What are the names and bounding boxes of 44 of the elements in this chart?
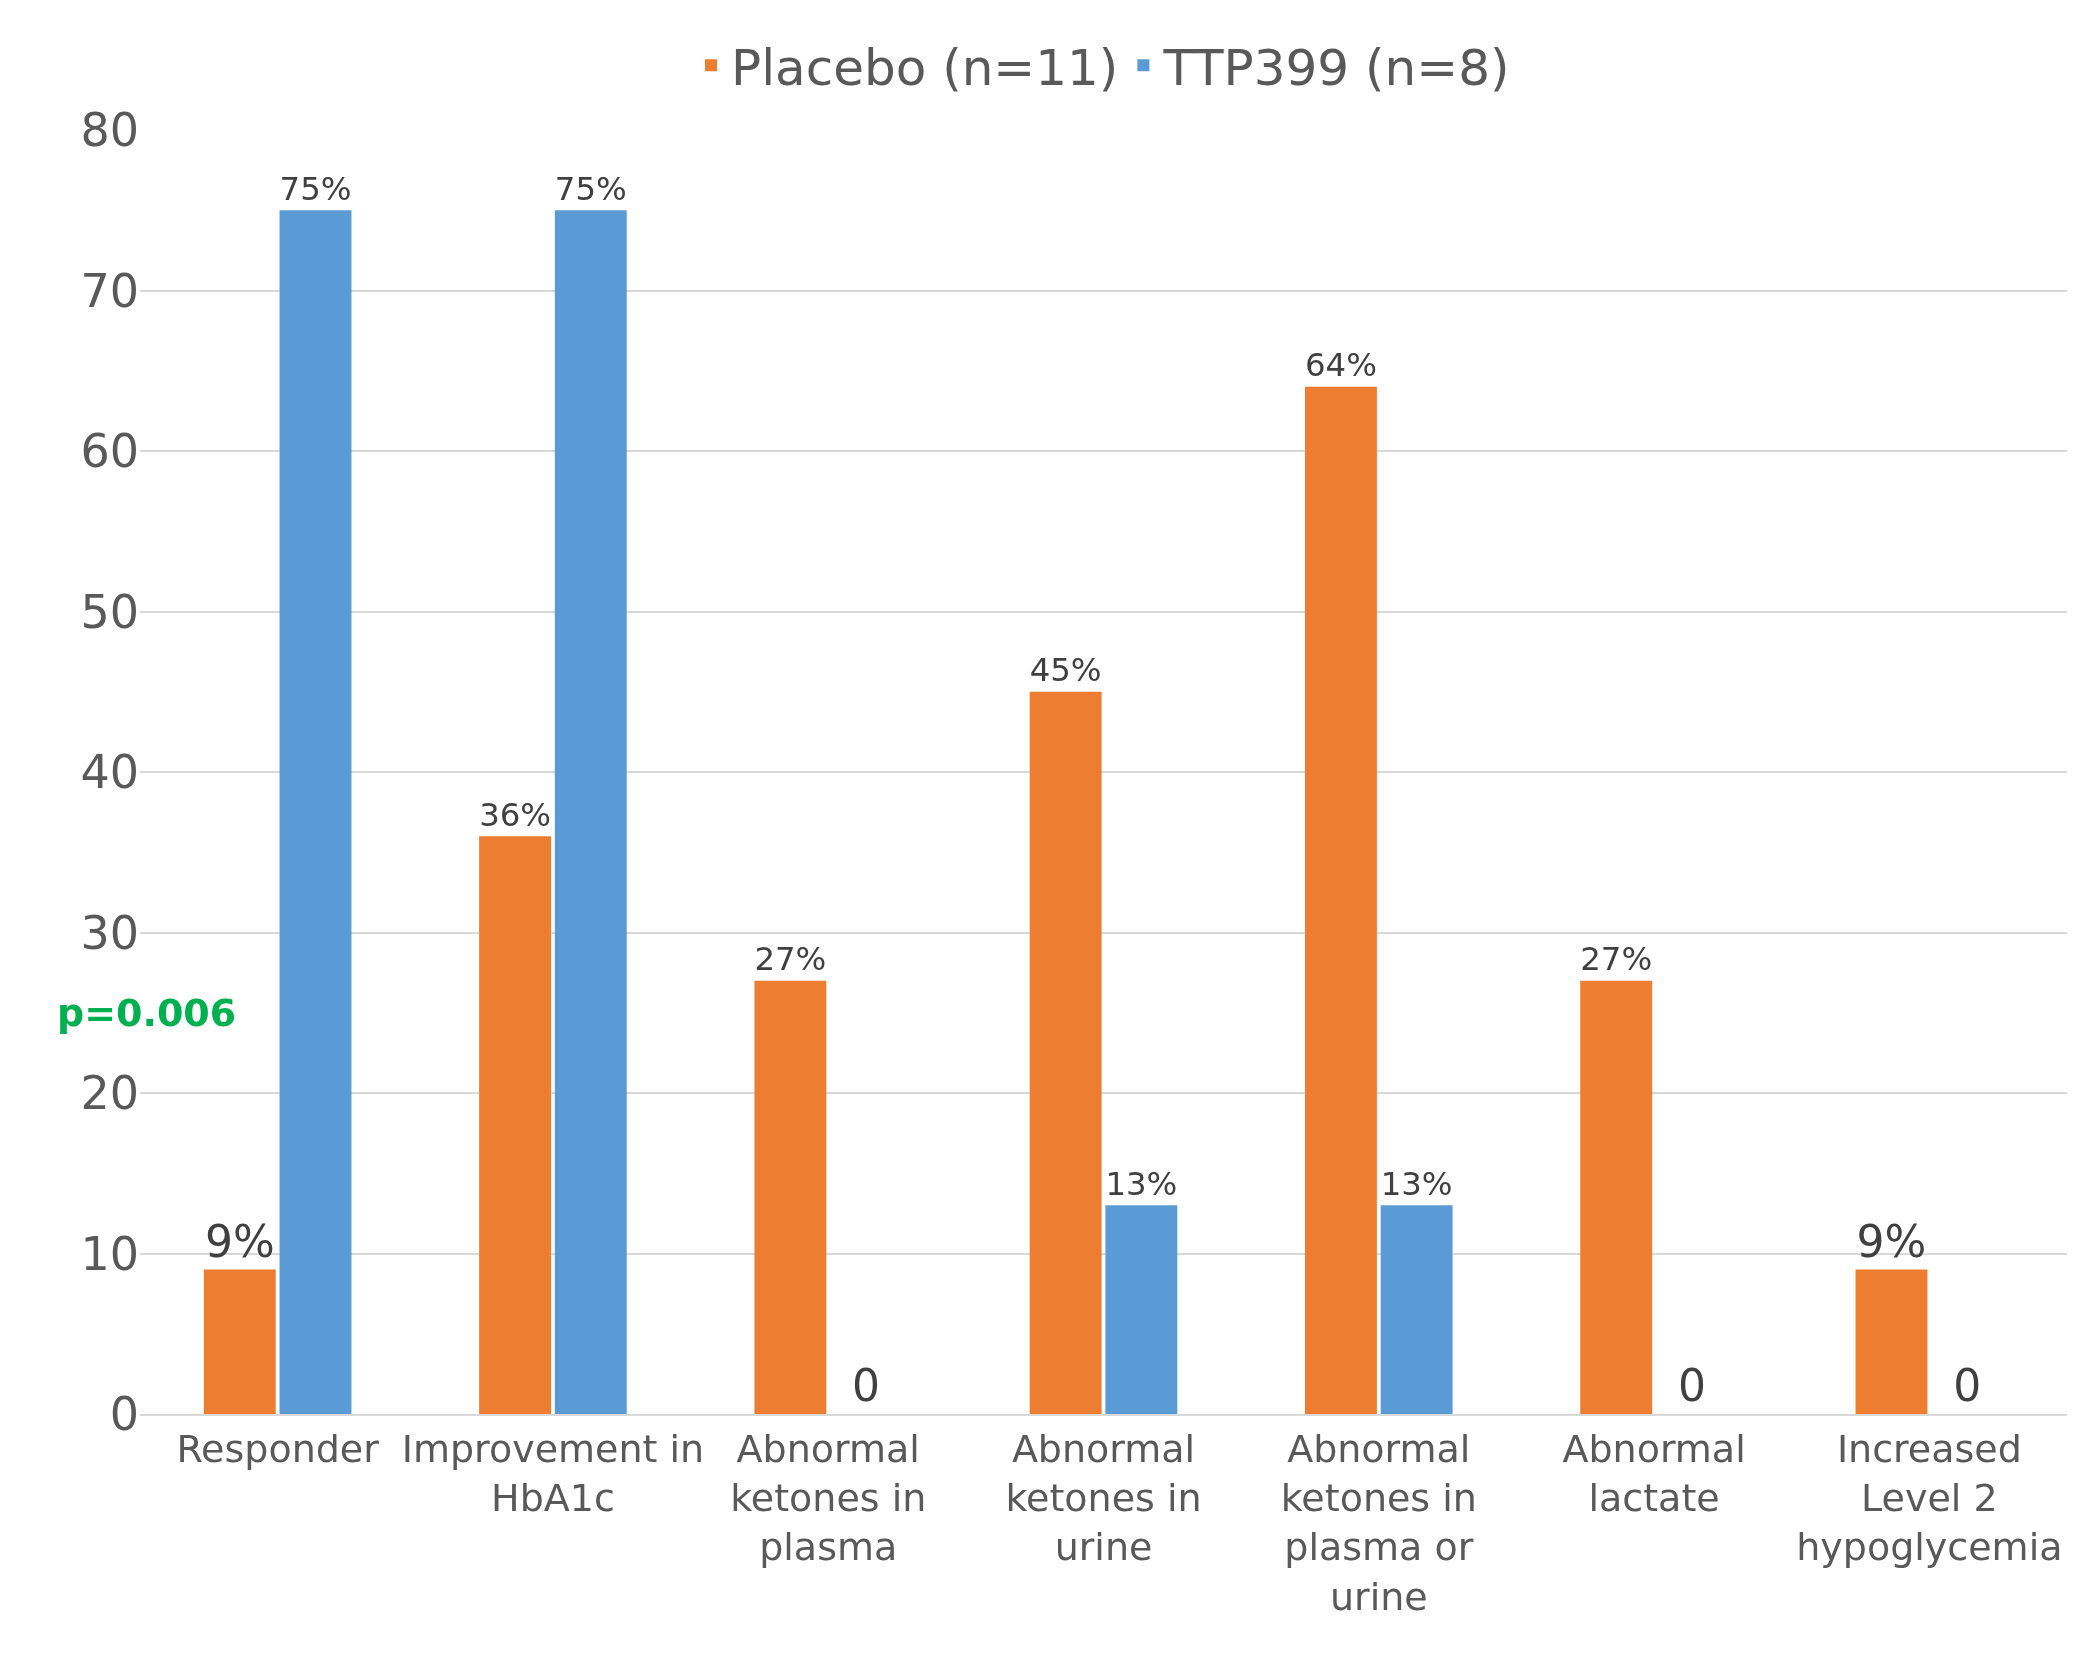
legend-label: Placebo (n=11) — [731, 38, 1119, 97]
bar — [279, 210, 352, 1414]
data-label: 0 — [852, 1360, 881, 1411]
x-tick-label: Abnormal ketones in urine — [1005, 1426, 1202, 1570]
data-label: 27% — [754, 940, 827, 979]
data-label: 27% — [1580, 940, 1653, 979]
y-tick-label: 0 — [109, 1387, 139, 1442]
x-tick-label: Responder — [176, 1426, 380, 1471]
y-tick-label: 10 — [80, 1226, 139, 1281]
data-label: 64% — [1304, 346, 1377, 385]
data-label: 13% — [1105, 1165, 1178, 1203]
data-label: 0 — [1677, 1360, 1706, 1411]
y-tick-label: 20 — [80, 1066, 139, 1121]
x-tick-label: Improvement in HbA1c — [401, 1426, 705, 1520]
annotation: p=0.006 — [57, 991, 237, 1035]
y-tick-label: 40 — [80, 745, 139, 800]
x-tick-label: Abnormal ketones in plasma — [730, 1426, 927, 1570]
bar — [203, 1269, 276, 1414]
bar — [1380, 1205, 1453, 1414]
y-tick-label: 50 — [80, 584, 139, 639]
y-tick-label: 80 — [80, 103, 139, 158]
y-tick-label: 70 — [80, 263, 139, 318]
data-label: 0 — [1953, 1360, 1982, 1411]
x-tick-label: Abnormal lactate — [1562, 1426, 1746, 1520]
bar — [1029, 691, 1102, 1414]
bar — [754, 980, 827, 1414]
data-label: 75% — [554, 169, 627, 208]
data-label: 9% — [204, 1215, 275, 1267]
bar — [1580, 980, 1653, 1414]
bar — [1304, 386, 1377, 1414]
bar — [1855, 1269, 1928, 1414]
data-label: 75% — [279, 169, 352, 208]
data-label: 45% — [1029, 651, 1102, 690]
bar — [479, 836, 552, 1414]
data-label: 13% — [1380, 1165, 1453, 1203]
y-tick-label: 60 — [80, 424, 139, 479]
data-label: 36% — [479, 795, 552, 834]
x-tick-label: Increased Level 2 hypoglycemia — [1796, 1426, 2063, 1570]
y-tick-label: 30 — [80, 905, 139, 960]
bar — [1105, 1205, 1178, 1414]
bar — [554, 210, 627, 1414]
x-tick-label: Abnormal ketones in plasma or urine — [1280, 1426, 1477, 1619]
data-label: 9% — [1856, 1215, 1927, 1267]
legend-label: TTP399 (n=8) — [1162, 38, 1510, 97]
